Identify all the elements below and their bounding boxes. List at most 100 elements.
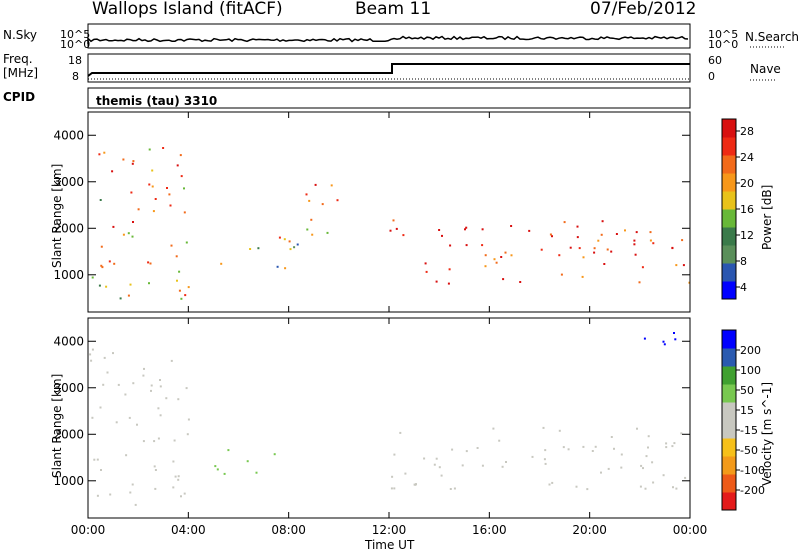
echo-cell-2	[492, 427, 495, 430]
echo-cell-0	[183, 211, 186, 214]
echo-cell-0	[170, 244, 173, 247]
echo-cell-2	[501, 465, 504, 468]
echo-cell-2	[283, 238, 286, 241]
velocity-colorbar-tick-label: 200	[740, 344, 761, 357]
echo-cell-3	[563, 221, 566, 224]
echo-cell-2	[314, 183, 317, 186]
echo-cell-2	[393, 453, 396, 456]
echo-cell-0	[178, 270, 181, 273]
echo-cell-2	[310, 218, 313, 221]
nsky-tick-low: 10^0	[60, 38, 91, 51]
cpid-label: CPID	[3, 90, 36, 104]
echo-cell-3	[448, 268, 451, 271]
echo-cell-1	[289, 248, 292, 251]
echo-cell-3	[681, 239, 684, 242]
echo-cell-0	[137, 208, 140, 211]
echo-cell-0	[173, 439, 176, 442]
echo-cell-3	[673, 332, 675, 334]
echo-cell-3	[495, 261, 498, 264]
echo-cell-0	[149, 262, 152, 265]
echo-cell-3	[560, 273, 563, 276]
echo-cell-3	[438, 229, 441, 231]
velocity-frame	[87, 317, 691, 519]
echo-cell-0	[157, 407, 160, 410]
echo-cell-0	[100, 245, 103, 248]
echo-cell-1	[220, 262, 223, 265]
time-xlabel: Time UT	[365, 538, 415, 552]
nave-label: Nave	[750, 62, 781, 76]
echo-cell-3	[481, 244, 484, 247]
echo-cell-1	[249, 248, 252, 250]
echo-cell-2	[330, 184, 333, 187]
echo-cell-3	[395, 227, 398, 230]
echo-cell-0	[91, 416, 94, 419]
echo-cell-0	[178, 289, 181, 292]
echo-cell-0	[174, 475, 177, 478]
echo-cell-0	[99, 199, 102, 201]
echo-cell-0	[154, 469, 157, 471]
echo-cell-0	[102, 383, 105, 386]
echo-cell-1	[223, 472, 226, 475]
echo-cell-2	[673, 442, 676, 445]
echo-cell-2	[305, 193, 308, 196]
nsky-line	[87, 35, 689, 44]
echo-cell-0	[176, 279, 178, 282]
echo-cell-2	[639, 485, 642, 488]
echo-cell-3	[624, 229, 626, 232]
echo-cell-2	[531, 455, 534, 458]
echo-cell-0	[162, 147, 165, 149]
echo-cell-0	[176, 164, 179, 167]
echo-cell-3	[652, 242, 655, 245]
echo-cell-0	[98, 284, 101, 287]
echo-cell-2	[665, 442, 668, 445]
echo-cell-1	[293, 246, 296, 249]
echo-cell-3	[465, 244, 468, 247]
power-colorbar-segment	[722, 155, 736, 174]
velocity-ytick-label: 3000	[53, 381, 84, 395]
velocity-ytick-label: 4000	[53, 334, 84, 348]
echo-cell-2	[465, 450, 468, 453]
echo-cell-3	[549, 233, 552, 236]
echo-cell-2	[636, 427, 638, 430]
echo-cell-2	[326, 231, 329, 234]
power-colorbar-segment	[722, 281, 736, 300]
echo-cell-3	[435, 280, 438, 283]
freq-line	[87, 63, 690, 77]
power-ytick-label: 4000	[53, 128, 84, 142]
echo-cell-0	[96, 458, 99, 461]
echo-cell-3	[447, 282, 450, 285]
echo-cell-2	[645, 455, 648, 458]
power-colorbar-tick-label: 4	[740, 281, 747, 294]
echo-cell-3	[662, 340, 665, 343]
xtick-label: 12:00	[372, 523, 407, 537]
echo-cell-3	[581, 275, 584, 278]
echo-cell-0	[166, 187, 168, 189]
echo-cell-3	[493, 258, 496, 261]
power-colorbar-tick-label: 24	[740, 151, 754, 164]
echo-cell-0	[111, 170, 114, 173]
echo-cell-0	[165, 397, 168, 400]
echo-cell-2	[391, 475, 394, 478]
echo-cell-0	[127, 294, 130, 297]
echo-cell-2	[586, 488, 589, 491]
echo-cell-2	[647, 446, 649, 449]
power-frame	[87, 111, 691, 313]
echo-cell-0	[89, 353, 92, 356]
echo-cell-0	[179, 154, 182, 157]
echo-cell-3	[425, 270, 428, 273]
echo-cell-3	[688, 281, 691, 284]
echo-cell-2	[594, 445, 597, 448]
echo-cell-3	[502, 278, 505, 281]
echo-cell-2	[642, 467, 644, 470]
power-colorbar-segment	[722, 191, 736, 210]
echo-cell-0	[134, 503, 137, 506]
echo-cell-3	[576, 225, 579, 228]
echo-cell-0	[183, 492, 186, 495]
echo-cell-0	[113, 262, 116, 265]
echo-cell-0	[130, 191, 133, 194]
nave-tick-low: 0	[708, 70, 715, 83]
echo-cell-2	[336, 199, 339, 202]
echo-cell-0	[159, 385, 162, 388]
velocity-colorbar-segment	[722, 456, 736, 475]
echo-cell-2	[607, 467, 610, 470]
